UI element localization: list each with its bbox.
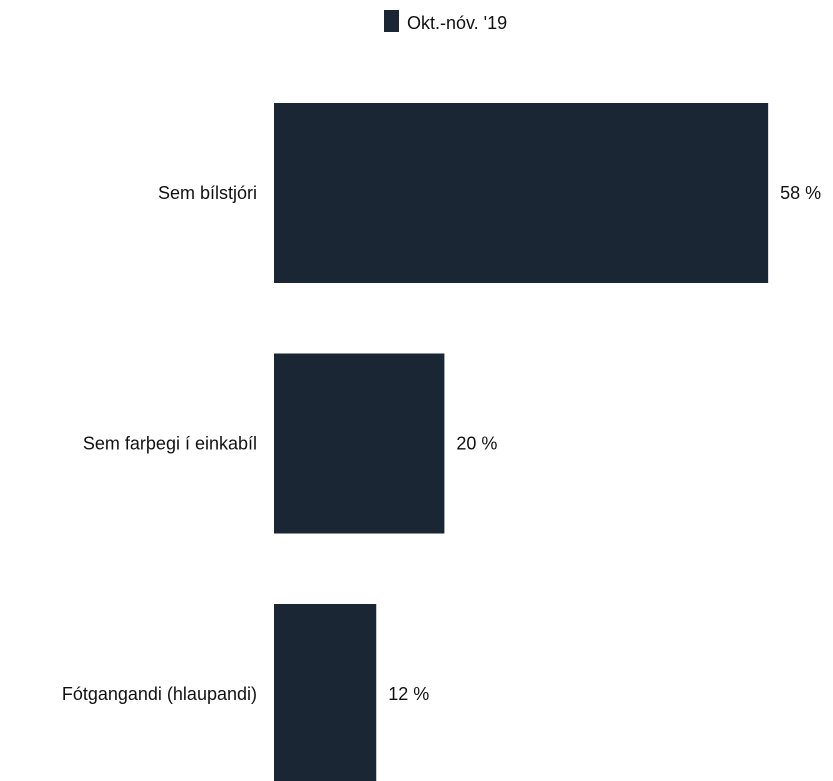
legend-label: Okt.-nóv. '19 [407, 13, 507, 33]
bar-1 [274, 353, 445, 534]
legend: Okt.-nóv. '19 [384, 10, 507, 33]
category-label-2: Fótgangandi (hlaupandi) [62, 684, 257, 704]
plot-area: Sem bílstjóri 58 % Sem farþegi í einkabíl 2… [62, 103, 821, 781]
legend-swatch [384, 10, 399, 32]
value-label-1: 20 % [456, 434, 497, 454]
category-label-1: Sem farþegi í einkabíl [83, 434, 257, 454]
value-label-0: 58 % [780, 183, 821, 203]
bar-0 [274, 103, 769, 283]
bar-2 [274, 604, 377, 781]
value-label-2: 12 % [388, 684, 429, 704]
category-label-0: Sem bílstjóri [158, 183, 257, 203]
